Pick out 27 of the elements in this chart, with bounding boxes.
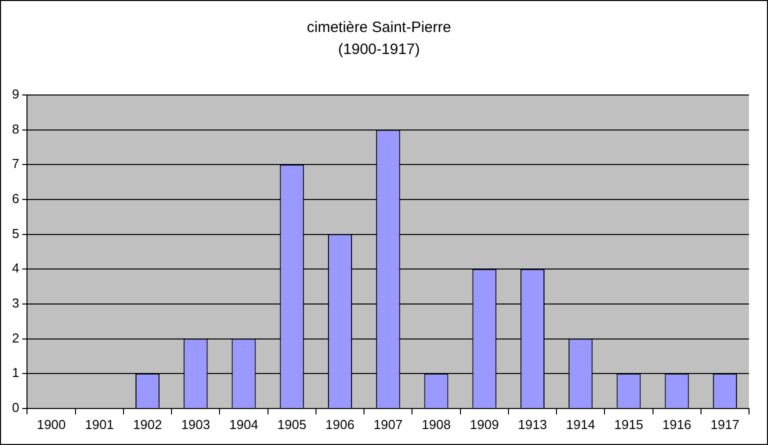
x-tick-label: 1907 — [374, 416, 403, 432]
x-tick-label: 1908 — [422, 416, 451, 432]
x-tick-label: 1904 — [229, 416, 258, 432]
y-tick-label: 7 — [12, 156, 20, 172]
x-tick-label: 1901 — [84, 416, 114, 432]
chart-title: cimetière Saint-Pierre — [306, 19, 452, 36]
x-tick-label: 1902 — [133, 416, 162, 432]
x-tick-label: 1906 — [326, 416, 354, 432]
x-tick-label: 1916 — [662, 416, 692, 432]
y-tick-label: 4 — [12, 260, 20, 276]
x-tick-label: 1900 — [36, 416, 66, 432]
y-tick-label: 9 — [12, 86, 20, 102]
y-tick-label: 8 — [12, 121, 20, 136]
x-tick-label: 1917 — [710, 416, 740, 432]
chart-subtitle: (1900-1917) — [338, 41, 420, 58]
x-tick-label: 1914 — [566, 416, 596, 432]
x-tick-label: 1903 — [181, 416, 210, 432]
y-tick-label: 1 — [12, 365, 20, 380]
y-tick-label: 3 — [12, 296, 20, 311]
x-tick-label: 1909 — [470, 416, 499, 432]
y-tick-label: 2 — [12, 330, 20, 346]
x-tick-label: 1905 — [277, 416, 306, 432]
x-tick-label: 1915 — [614, 416, 644, 432]
x-tick-label: 1913 — [518, 416, 547, 432]
y-tick-label: 5 — [12, 226, 20, 241]
y-tick-label: 0 — [12, 400, 20, 415]
y-tick-label: 6 — [12, 191, 20, 206]
